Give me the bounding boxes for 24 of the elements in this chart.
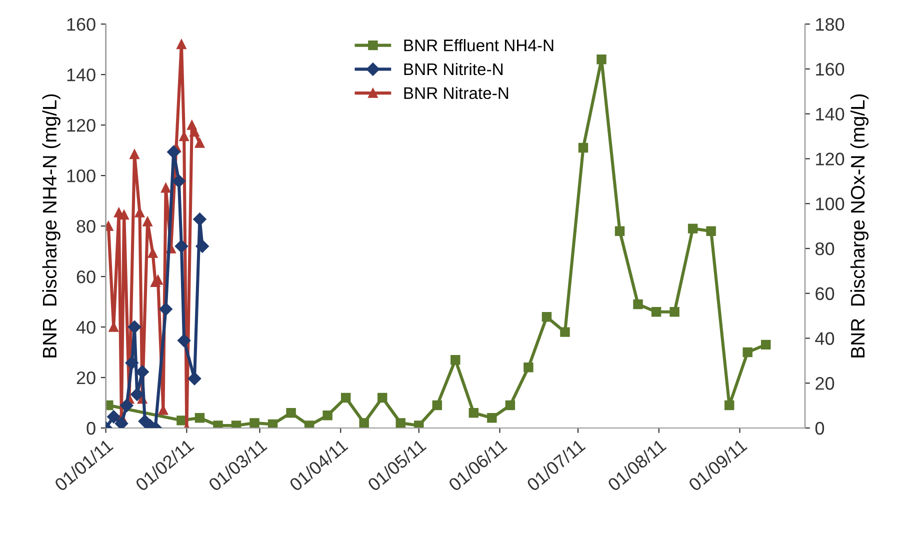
y2-tick-label: 60 bbox=[816, 287, 834, 300]
y2-tick-label: 160 bbox=[816, 62, 844, 76]
legend-label: BNR Nitrite-N bbox=[404, 62, 502, 76]
y-tick-label: 20 bbox=[76, 371, 96, 384]
y-tick-label: 0 bbox=[86, 422, 96, 435]
legend-label: BNR Nitrate-N bbox=[404, 86, 508, 100]
y2-tick-label: 80 bbox=[816, 242, 834, 256]
y2-tick-label: 120 bbox=[816, 152, 844, 166]
y2-tick-label: 20 bbox=[816, 377, 834, 390]
y2-axis-title: BNR Discharge NOx-N (mg/L) bbox=[850, 94, 869, 358]
y2-tick-label: 100 bbox=[816, 198, 844, 210]
y2-tick-label: 40 bbox=[815, 332, 834, 345]
y2-tick-label: 140 bbox=[816, 108, 844, 121]
y2-tick-label: 180 bbox=[816, 18, 844, 31]
y-axis-title: BNR Discharge NH4-N (mg/L) bbox=[42, 94, 60, 358]
legend-label: BNR Effluent NH4-N bbox=[404, 39, 554, 52]
y2-tick-label: 0 bbox=[815, 422, 824, 435]
y-tick-label: 60 bbox=[76, 270, 96, 284]
y-tick-label: 160 bbox=[67, 18, 96, 31]
y-tick-label: 140 bbox=[67, 68, 96, 82]
y-tick-label: 40 bbox=[76, 320, 96, 334]
y-tick-label: 120 bbox=[67, 118, 96, 132]
y-tick-label: 80 bbox=[76, 220, 96, 233]
y-tick-label: 100 bbox=[67, 169, 96, 182]
